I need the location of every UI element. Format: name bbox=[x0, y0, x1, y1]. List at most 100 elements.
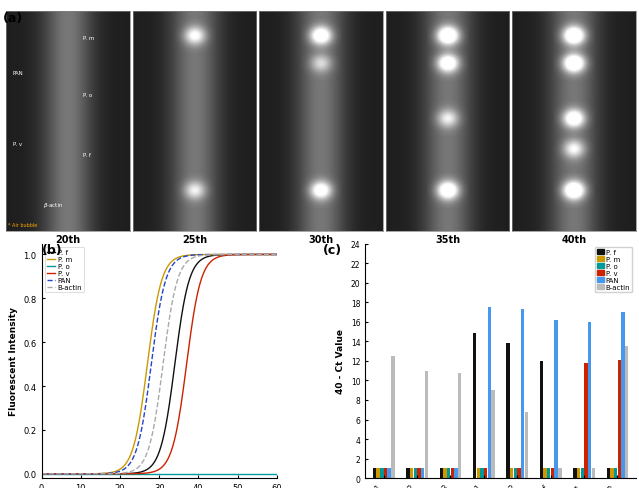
B-actin bbox=[215, 252, 222, 258]
Bar bbox=[424, 371, 428, 478]
P. v bbox=[98, 471, 106, 477]
X-axis label: 25th: 25th bbox=[182, 235, 207, 244]
Line: B-actin: B-actin bbox=[42, 255, 277, 474]
P. o bbox=[215, 471, 222, 477]
Y-axis label: 40 - Ct Value: 40 - Ct Value bbox=[336, 329, 345, 393]
Text: $\beta$-actin: $\beta$-actin bbox=[43, 201, 64, 210]
Text: * Air bubble: * Air bubble bbox=[8, 223, 37, 227]
Bar bbox=[606, 468, 610, 478]
P. m bbox=[144, 357, 152, 363]
B-actin bbox=[176, 270, 184, 276]
Bar bbox=[610, 468, 613, 478]
Bar bbox=[421, 468, 424, 478]
P. f bbox=[195, 260, 203, 265]
B-actin bbox=[144, 447, 152, 453]
P. f bbox=[215, 252, 222, 258]
Y-axis label: Fluorescent Intensity: Fluorescent Intensity bbox=[9, 307, 18, 415]
B-actin bbox=[38, 471, 45, 477]
Bar bbox=[454, 468, 458, 478]
Bar bbox=[410, 468, 413, 478]
X-axis label: 30th: 30th bbox=[309, 235, 334, 244]
Bar bbox=[617, 360, 621, 478]
Bar bbox=[488, 307, 491, 478]
Text: PAN: PAN bbox=[13, 71, 23, 76]
Bar bbox=[625, 346, 628, 478]
Bar bbox=[558, 468, 562, 478]
P. f bbox=[38, 471, 45, 477]
Bar bbox=[458, 373, 461, 478]
Bar bbox=[491, 390, 495, 478]
Bar bbox=[592, 468, 595, 478]
B-actin bbox=[195, 253, 203, 259]
Bar bbox=[614, 468, 617, 478]
Line: P. v: P. v bbox=[42, 255, 277, 474]
Bar bbox=[391, 356, 394, 478]
B-actin bbox=[273, 252, 281, 258]
X-axis label: 40th: 40th bbox=[562, 235, 587, 244]
Bar bbox=[543, 468, 547, 478]
Bar bbox=[588, 322, 591, 478]
P. m bbox=[215, 252, 222, 258]
P. v bbox=[195, 286, 203, 292]
Bar bbox=[584, 363, 588, 478]
Text: (c): (c) bbox=[323, 244, 342, 257]
Bar bbox=[540, 361, 543, 478]
Bar bbox=[373, 468, 376, 478]
P. m bbox=[79, 471, 87, 477]
Text: P. o: P. o bbox=[83, 93, 92, 98]
Line: P. f: P. f bbox=[42, 255, 277, 474]
X-axis label: 20th: 20th bbox=[56, 235, 81, 244]
P. o bbox=[98, 471, 106, 477]
Text: P. f: P. f bbox=[83, 152, 91, 158]
P. o bbox=[79, 471, 87, 477]
P. m bbox=[273, 252, 281, 258]
Bar bbox=[376, 468, 380, 478]
X-axis label: 35th: 35th bbox=[435, 235, 460, 244]
P. f bbox=[144, 466, 152, 472]
Bar bbox=[447, 468, 450, 478]
PAN bbox=[215, 252, 222, 258]
Text: (b): (b) bbox=[42, 244, 62, 257]
Bar bbox=[473, 334, 476, 478]
Bar bbox=[555, 320, 558, 478]
Bar bbox=[484, 468, 488, 478]
Bar bbox=[387, 468, 391, 478]
P. f bbox=[98, 471, 106, 477]
Bar bbox=[440, 468, 443, 478]
Bar bbox=[525, 412, 528, 478]
Text: (a): (a) bbox=[3, 12, 24, 25]
P. o bbox=[176, 471, 184, 477]
Bar bbox=[450, 468, 454, 478]
PAN bbox=[79, 471, 87, 477]
Bar bbox=[506, 344, 510, 478]
PAN bbox=[176, 256, 184, 262]
P. v bbox=[176, 408, 184, 414]
Bar bbox=[413, 468, 417, 478]
Bar bbox=[443, 468, 447, 478]
P. m bbox=[176, 254, 184, 260]
PAN bbox=[144, 387, 152, 393]
Bar bbox=[477, 468, 480, 478]
P. v bbox=[144, 470, 152, 476]
Bar bbox=[551, 468, 554, 478]
Bar bbox=[580, 468, 584, 478]
P. m bbox=[38, 471, 45, 477]
Line: P. m: P. m bbox=[42, 255, 277, 474]
Bar bbox=[481, 468, 484, 478]
P. v bbox=[215, 254, 222, 260]
Line: PAN: PAN bbox=[42, 255, 277, 474]
Bar bbox=[547, 468, 550, 478]
P. v bbox=[79, 471, 87, 477]
B-actin bbox=[98, 471, 106, 477]
Bar bbox=[510, 468, 513, 478]
PAN bbox=[273, 252, 281, 258]
Legend: P. f, P. m, P. o, P. v, PAN, B-actin: P. f, P. m, P. o, P. v, PAN, B-actin bbox=[594, 247, 633, 293]
P. o bbox=[38, 471, 45, 477]
Text: P. m: P. m bbox=[83, 36, 95, 41]
Bar bbox=[384, 468, 387, 478]
Bar bbox=[518, 468, 521, 478]
Legend: P. f, P. m, P. o, P. v, PAN, B-actin: P. f, P. m, P. o, P. v, PAN, B-actin bbox=[45, 247, 84, 293]
P. v bbox=[273, 252, 281, 258]
Bar bbox=[521, 309, 525, 478]
Bar bbox=[514, 468, 517, 478]
